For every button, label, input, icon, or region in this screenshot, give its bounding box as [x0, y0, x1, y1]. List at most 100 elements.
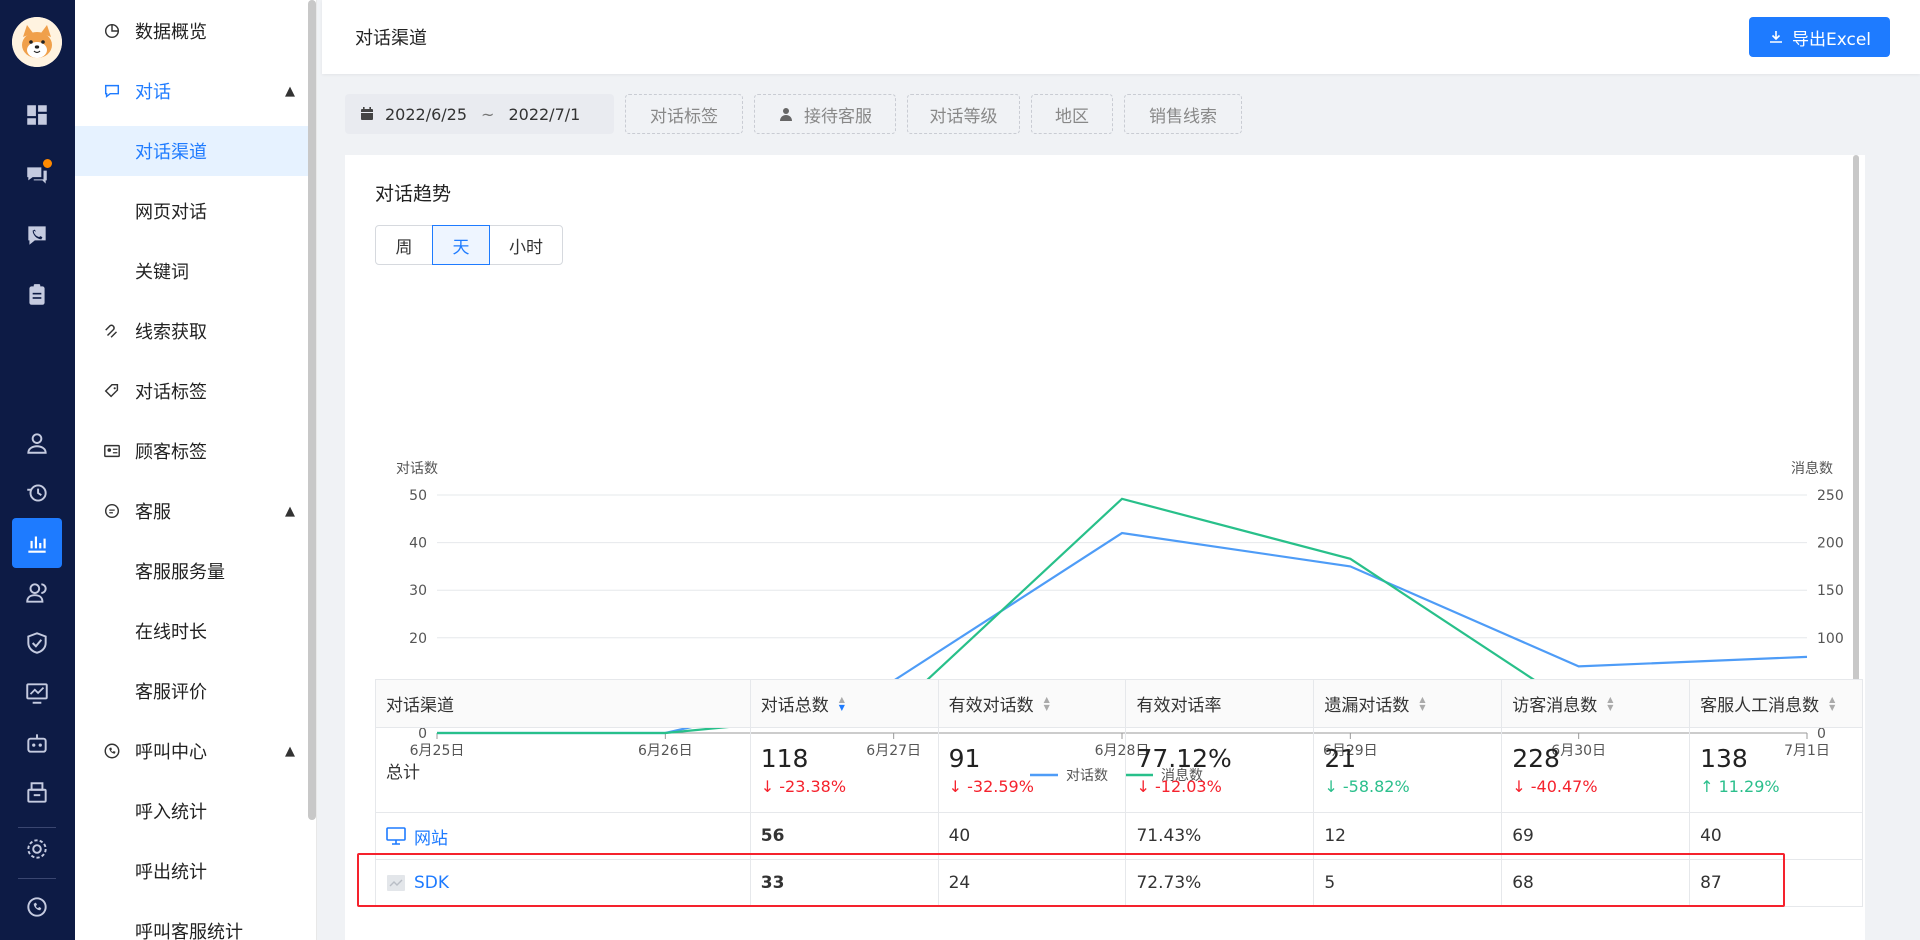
table-cell: 87 — [1690, 860, 1863, 907]
sidebar-item-label: 客服评价 — [135, 682, 207, 703]
granularity-day[interactable]: 天 — [432, 225, 490, 265]
filter-label: 销售线索 — [1149, 106, 1217, 127]
arrow-down-icon: ↓ — [1136, 777, 1155, 796]
sidebar-item-label: 客服服务量 — [135, 562, 225, 583]
channel-cell[interactable]: SDK — [376, 860, 751, 907]
sidebar-item-data-overview[interactable]: 数据概览 — [75, 6, 316, 56]
x-tick-label: 6月28日 — [1095, 743, 1150, 759]
settings-icon[interactable] — [12, 824, 62, 874]
sub-sidebar: 数据概览 对话 ▲ 对话渠道 网页对话 关键词 线索获取 对话标签 顾客标签 客… — [75, 0, 317, 940]
table-row[interactable]: SDK 33 24 72.73% 5 68 87 — [376, 860, 1863, 907]
filter-agent[interactable]: 接待客服 — [754, 94, 896, 134]
sidebar-item-label: 数据概览 — [135, 22, 207, 43]
icon-rail — [0, 0, 75, 940]
card-scrollbar[interactable] — [1853, 155, 1859, 700]
sidebar-item-lead-capture[interactable]: 线索获取 — [75, 306, 316, 356]
table-cell: 40 — [1690, 813, 1863, 860]
sidebar-item-service-volume[interactable]: 客服服务量 — [75, 546, 316, 596]
whatsapp-icon[interactable] — [12, 882, 62, 932]
granularity-switch: 周 天 小时 — [375, 225, 563, 265]
sidebar-item-outbound-stats[interactable]: 呼出统计 — [75, 846, 316, 896]
export-excel-button[interactable]: 导出Excel — [1749, 17, 1890, 57]
sidebar-item-dialog-tags[interactable]: 对话标签 — [75, 366, 316, 416]
sidebar-item-label: 关键词 — [135, 262, 189, 283]
sidebar-item-keywords[interactable]: 关键词 — [75, 246, 316, 296]
sidebar-item-dialog[interactable]: 对话 ▲ — [75, 66, 316, 116]
sidebar-item-customer-tags[interactable]: 顾客标签 — [75, 426, 316, 476]
tag-icon — [102, 381, 122, 401]
sidebar-item-dialog-channel[interactable]: 对话渠道 — [75, 126, 316, 176]
contacts-icon[interactable] — [12, 568, 62, 618]
y-tick-right: 200 — [1817, 536, 1844, 552]
sdk-icon — [387, 875, 405, 891]
col-agent-msgs[interactable]: 客服人工消息数 ▲ ▼ — [1690, 680, 1863, 728]
avatar[interactable] — [12, 17, 62, 67]
col-valid[interactable]: 有效对话数 ▲ ▼ — [938, 680, 1127, 728]
change-down: ↓ -40.47% — [1512, 777, 1598, 796]
call-icon[interactable] — [12, 210, 62, 260]
col-missed[interactable]: 遗漏对话数 ▲ ▼ — [1314, 680, 1503, 728]
table-cell: 40 — [938, 813, 1127, 860]
sort-icon[interactable]: ▲ ▼ — [838, 694, 845, 712]
filter-region[interactable]: 地区 — [1031, 94, 1113, 134]
sidebar-item-service-rating[interactable]: 客服评价 — [75, 666, 316, 716]
filter-dialog-level[interactable]: 对话等级 — [907, 94, 1020, 134]
robot-icon[interactable] — [12, 718, 62, 768]
magnet-icon — [102, 321, 122, 341]
integration-icon[interactable] — [12, 768, 62, 818]
sidebar-item-web-dialog[interactable]: 网页对话 — [75, 186, 316, 236]
change-up: ↑ 11.29% — [1700, 777, 1780, 796]
sort-icon[interactable]: ▲ ▼ — [1829, 694, 1836, 712]
download-icon — [1769, 31, 1782, 43]
col-channel: 对话渠道 — [376, 680, 751, 728]
date-range-picker[interactable]: 2022/6/25 ~ 2022/7/1 — [345, 94, 614, 134]
total-cell: 91 ↓ -32.59% — [938, 728, 1127, 813]
granularity-hour[interactable]: 小时 — [489, 225, 563, 265]
sort-icon[interactable]: ▲ ▼ — [1419, 694, 1426, 712]
sidebar-item-online-duration[interactable]: 在线时长 — [75, 606, 316, 656]
x-tick-label: 6月26日 — [638, 743, 693, 759]
sidebar-item-call-agent-stats[interactable]: 呼叫客服统计 — [75, 906, 316, 940]
sort-icon[interactable]: ▲ ▼ — [1043, 694, 1050, 712]
total-cell: 77.12% ↓ -12.03% — [1126, 728, 1315, 813]
table-cell: 68 — [1502, 860, 1691, 907]
y-tick-left: 0 — [418, 726, 427, 742]
change-down: ↓ -12.03% — [1136, 777, 1222, 796]
messages-icon[interactable] — [12, 150, 62, 200]
sidebar-item-call-center[interactable]: 呼叫中心 ▲ — [75, 726, 316, 776]
change-down: ↓ -23.38% — [760, 777, 847, 796]
table-cell: 72.73% — [1126, 860, 1315, 907]
sidebar-scrollbar[interactable] — [308, 0, 316, 820]
col-visitor-msgs[interactable]: 访客消息数 ▲ ▼ — [1502, 680, 1691, 728]
sidebar-item-label: 对话 — [135, 82, 171, 103]
sidebar-item-inbound-stats[interactable]: 呼入统计 — [75, 786, 316, 836]
trend-card: 对话趋势 周 天 小时 01020304050050100150200250对话… — [345, 155, 1865, 940]
id-card-icon — [102, 441, 122, 461]
col-total[interactable]: 对话总数 ▲ ▼ — [750, 680, 939, 728]
col-valid-rate: 有效对话率 — [1126, 680, 1315, 728]
table-row[interactable]: 网站 56 40 71.43% 12 69 40 — [376, 813, 1863, 860]
date-separator: ~ — [481, 104, 495, 124]
history-icon[interactable] — [12, 468, 62, 518]
sort-icon[interactable]: ▲ ▼ — [1607, 694, 1614, 712]
dashboard-icon[interactable] — [12, 90, 62, 140]
clipboard-icon[interactable] — [12, 270, 62, 320]
filter-sales-leads[interactable]: 销售线索 — [1124, 94, 1242, 134]
channel-name[interactable]: 网站 — [414, 828, 448, 849]
filter-bar: 2022/6/25 ~ 2022/7/1 对话标签 接待客服 对话等级 地区 销… — [345, 94, 1242, 134]
channel-name[interactable]: SDK — [414, 873, 450, 893]
chevron-up-icon: ▲ — [285, 503, 295, 519]
y-tick-right: 250 — [1817, 488, 1844, 504]
total-cell: 228 ↓ -40.47% — [1502, 728, 1691, 813]
sidebar-item-service[interactable]: 客服 ▲ — [75, 486, 316, 536]
legend-label: 对话数 — [1066, 768, 1108, 784]
granularity-week[interactable]: 周 — [375, 225, 433, 265]
shield-icon[interactable] — [12, 618, 62, 668]
channel-cell[interactable]: 网站 — [376, 813, 751, 860]
sidebar-item-label: 对话渠道 — [135, 142, 207, 163]
notification-badge — [41, 157, 54, 170]
monitor-chart-icon[interactable] — [12, 668, 62, 718]
filter-dialog-tag[interactable]: 对话标签 — [625, 94, 743, 134]
statistics-icon[interactable] — [12, 518, 62, 568]
user-icon[interactable] — [12, 418, 62, 468]
